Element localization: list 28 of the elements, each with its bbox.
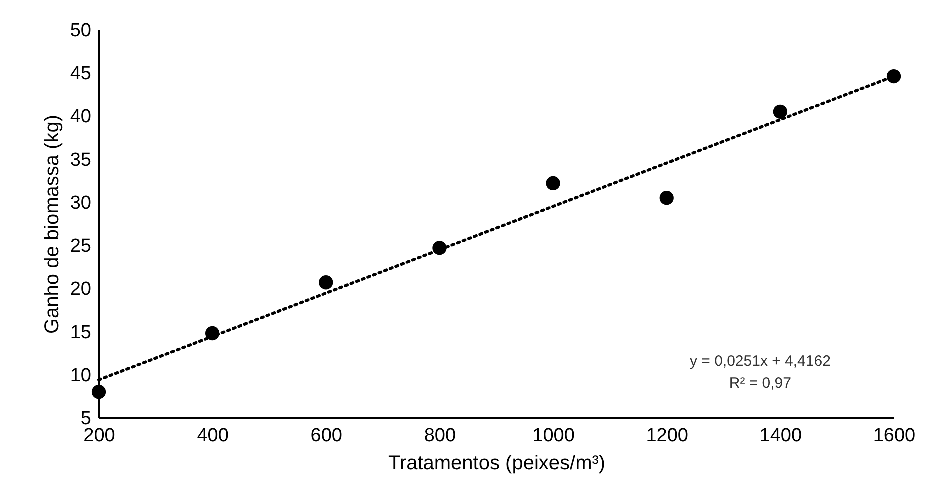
y-tick-label: 15: [70, 322, 92, 344]
y-tick-label: 30: [70, 192, 92, 214]
point: [319, 276, 334, 290]
point: [886, 70, 902, 84]
y-tick-label: 35: [70, 150, 92, 171]
x-tick-label: 1200: [646, 426, 688, 446]
y-tick-label: 45: [70, 64, 92, 85]
x-tick-label: 600: [310, 426, 342, 446]
annotation: R² = 0,97: [729, 374, 792, 392]
y-tick-label: 20: [70, 279, 92, 300]
x-axis-title: Tratamentos (peixes/m³): [388, 452, 606, 474]
y-tick-label: 25: [70, 236, 92, 258]
point: [92, 385, 106, 400]
point: [546, 176, 560, 191]
y-tick-label: 10: [70, 365, 92, 386]
y-tick-label: 40: [70, 106, 92, 128]
x-tick-label: 400: [197, 426, 229, 446]
x-tick-label: 800: [424, 426, 456, 446]
point: [660, 191, 674, 206]
point: [432, 241, 447, 256]
annotation: y = 0,0251x + 4,4162: [690, 352, 831, 370]
x-tick-label: 1600: [873, 426, 916, 446]
point: [773, 104, 788, 119]
y-axis-title: Ganho de biomassa (kg): [41, 114, 64, 334]
x-tick-label: 1000: [532, 426, 575, 446]
point: [206, 326, 220, 341]
y-tick-label: 50: [70, 20, 92, 42]
x-tick-label: 1400: [760, 426, 802, 446]
